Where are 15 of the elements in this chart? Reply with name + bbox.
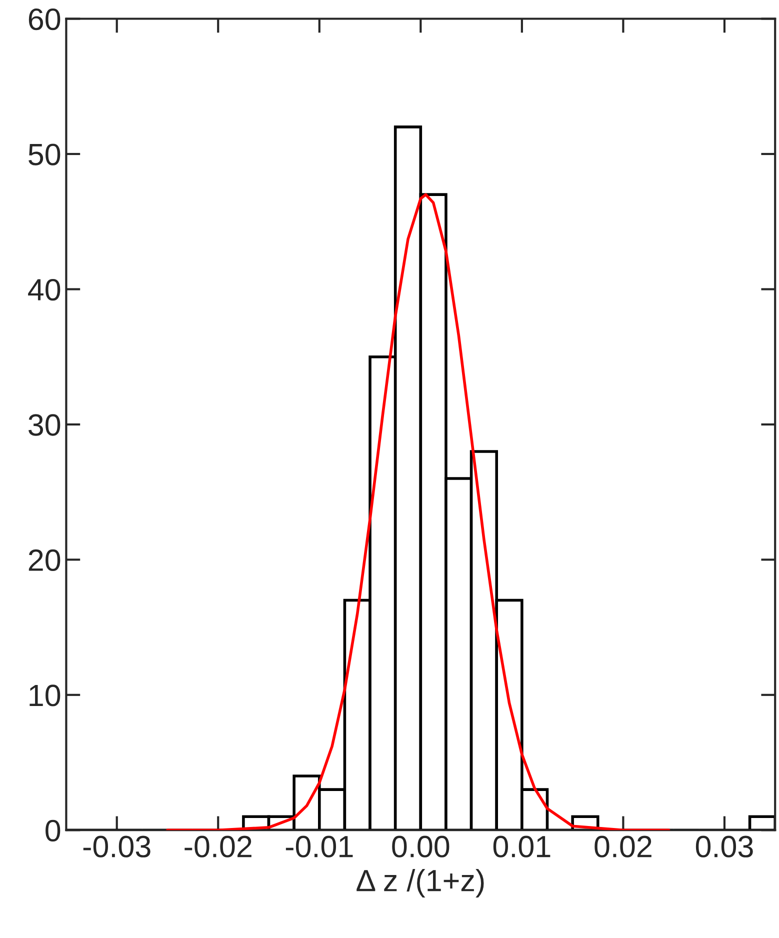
y-tick-label: 50 (28, 144, 60, 166)
y-tick-label: 40 (28, 278, 60, 301)
y-tick-label: 60 (28, 8, 60, 30)
x-tick-label: 0.00 (392, 836, 450, 858)
y-tick-label: 30 (28, 414, 60, 436)
x-axis-title: Δ z /(1+z) (356, 869, 484, 898)
x-tick-label: 0.02 (594, 836, 652, 858)
x-tick-label: -0.03 (83, 836, 150, 858)
x-tick-label: -0.01 (286, 836, 353, 858)
y-tick-label: 20 (28, 549, 60, 572)
y-tick-label: 10 (30, 684, 60, 706)
y-tick-label: 0 (46, 820, 60, 842)
x-tick-label: 0.03 (696, 836, 753, 858)
x-tick-label: 0.01 (493, 836, 550, 858)
x-tick-label: -0.02 (184, 836, 252, 858)
